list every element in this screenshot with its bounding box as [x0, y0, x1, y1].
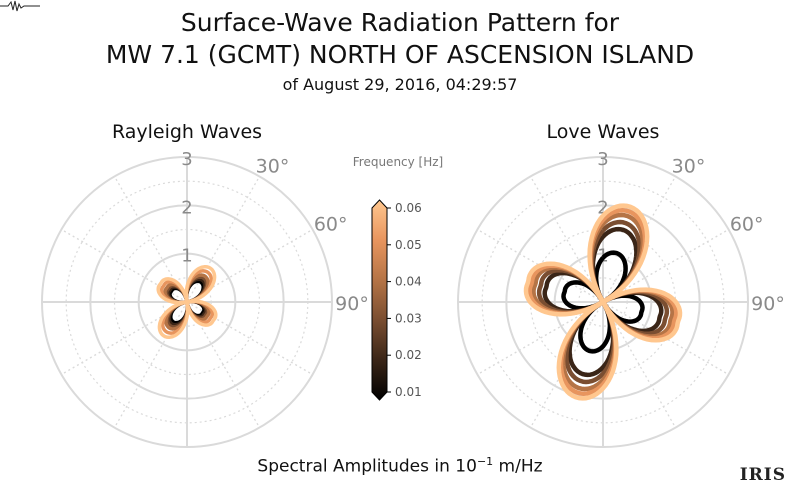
radial-tick-label: 2 — [181, 197, 192, 218]
angular-grid-spoke — [477, 301, 604, 376]
x-axis-label-exponent: −1 — [476, 455, 494, 468]
angular-grid-spoke — [529, 301, 604, 428]
x-axis-label: Spectral Amplitudes in 10−1 m/Hz — [0, 455, 800, 477]
colorbar-label: Frequency [Hz] — [353, 155, 444, 169]
x-axis-label-prefix: Spectral Amplitudes in — [257, 456, 456, 477]
colorbar-gradient — [371, 199, 388, 401]
colorbar-tick-label: 0.05 — [395, 238, 422, 252]
angle-tick-label: 30° — [672, 155, 706, 177]
angle-tick-label: 90° — [751, 293, 785, 315]
angular-grid-spoke — [477, 228, 604, 303]
colorbar-tick-label: 0.01 — [395, 385, 422, 399]
panel-title: Rayleigh Waves — [112, 121, 262, 143]
angle-tick-label: 60° — [730, 214, 764, 236]
frequency-colorbar: Frequency [Hz] 0.01 0.02 0.03 0.04 0.05 0.06 — [353, 155, 444, 401]
chart-title: Surface-Wave Radiation Pattern for — [180, 8, 620, 37]
angular-grid-spoke — [602, 301, 729, 376]
angular-grid-spoke — [61, 228, 188, 303]
polar-panel-1: Rayleigh Waves 1 2 3 30° 60° 90° — [41, 121, 369, 448]
angular-grid-spoke — [113, 176, 188, 303]
angle-tick-label: 90° — [335, 293, 369, 315]
angular-grid-spoke — [186, 176, 261, 303]
radiation-series-0.06 — [523, 203, 683, 401]
iris-logo: IRIS — [739, 465, 786, 485]
radial-tick-label: 2 — [597, 197, 608, 218]
colorbar-tick-label: 0.02 — [395, 348, 422, 362]
radiation-series-0.06 — [156, 265, 218, 339]
angular-grid-spoke — [602, 228, 729, 303]
angle-tick-label: 60° — [314, 214, 348, 236]
angular-grid-spoke — [186, 301, 261, 428]
x-axis-label-base: 10 — [455, 456, 477, 477]
angular-grid-spoke — [602, 301, 677, 428]
angular-grid-spoke — [602, 176, 677, 303]
chart-subtitle: of August 29, 2016, 04:29:57 — [282, 75, 518, 94]
angle-tick-label: 30° — [256, 155, 290, 177]
x-axis-label-unit: m/Hz — [493, 456, 543, 477]
chart-title-event: MW 7.1 (GCMT) NORTH OF ASCENSION ISLAND — [105, 40, 695, 69]
angular-grid-spoke — [61, 301, 188, 376]
angular-grid-spoke — [186, 228, 313, 303]
radial-tick-label: 3 — [181, 149, 192, 170]
seismogram-logo-icon — [0, 0, 40, 12]
radial-tick-label: 1 — [181, 246, 192, 267]
colorbar-tick-label: 0.03 — [395, 311, 422, 325]
panel-title: Love Waves — [547, 121, 660, 143]
angular-grid-spoke — [113, 301, 188, 428]
angular-grid-spoke — [529, 176, 604, 303]
angular-grid-spoke — [186, 301, 313, 376]
colorbar-tick-label: 0.06 — [395, 201, 422, 215]
colorbar-tick-label: 0.04 — [395, 275, 422, 289]
radial-tick-label: 3 — [597, 149, 608, 170]
